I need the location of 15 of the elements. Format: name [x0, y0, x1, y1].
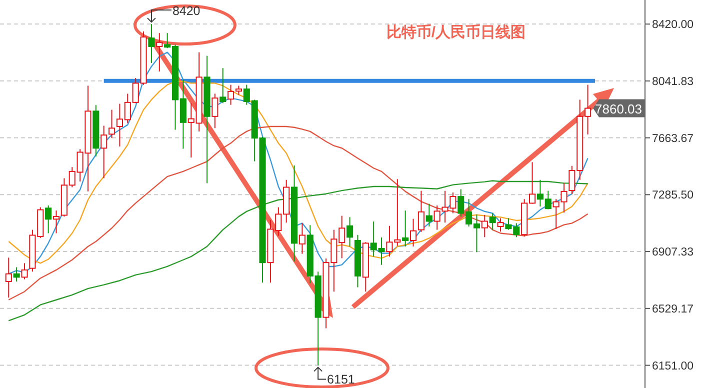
- y-tick-label: 6151.00: [652, 360, 694, 372]
- y-tick-label: 8041.83: [652, 76, 694, 88]
- annotation: 7860.03: [593, 99, 645, 118]
- y-tick-label: 6529.17: [652, 303, 694, 316]
- annotation: 6151: [314, 366, 355, 386]
- y-tick-label: 7285.50: [652, 190, 694, 202]
- annotation: 8420: [146, 4, 200, 23]
- y-tick-label: 6907.33: [652, 246, 694, 259]
- annotation: 8420: [172, 4, 200, 18]
- line-series: [8, 126, 588, 300]
- text: 比特币/人民币日线图: [386, 24, 526, 41]
- line-series: [8, 80, 588, 264]
- y-tick-label: 8420.00: [652, 19, 694, 32]
- y-tick-label: 7663.67: [652, 132, 694, 145]
- annotation: 6151: [327, 372, 355, 386]
